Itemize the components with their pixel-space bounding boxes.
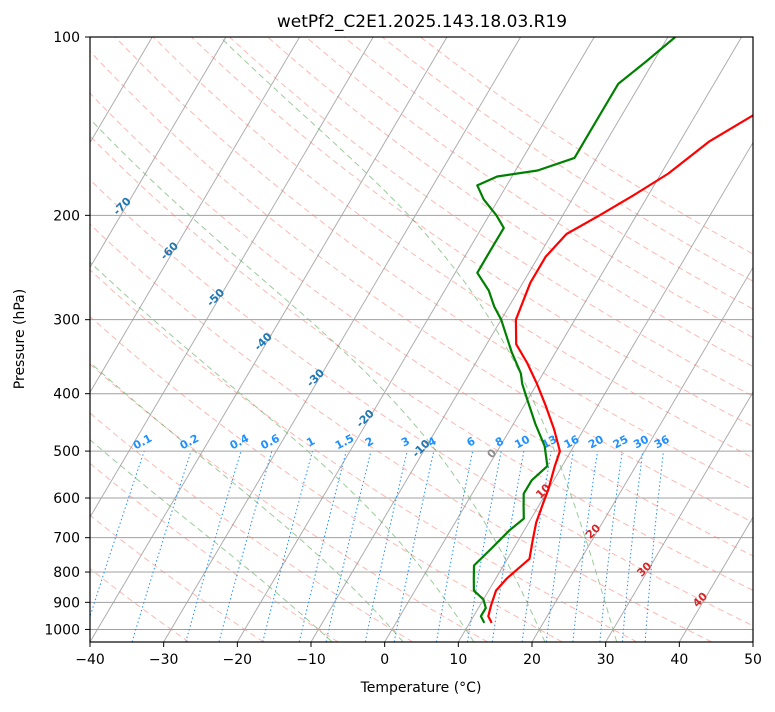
- x-axis-label: Temperature (°C): [360, 680, 482, 696]
- dry-adiabat-line: [0, 37, 338, 642]
- moist-adiabat-label: 30: [634, 559, 654, 579]
- mixing-ratio-label: 1: [304, 434, 317, 449]
- dry-adiabat-line: [39, 37, 775, 642]
- isotherm-line: [16, 37, 373, 642]
- mixing-ratio-label: 0.6: [258, 432, 282, 453]
- dry-adiabat-line: [0, 37, 189, 642]
- mixing-ratio-line: [600, 451, 622, 642]
- y-tick-label: 400: [53, 387, 80, 403]
- dry-adiabat-line: [420, 37, 775, 642]
- mixing-ratio-label: 20: [586, 433, 606, 452]
- isotherm-line: [606, 37, 775, 642]
- x-tick-label: −40: [75, 652, 105, 668]
- mixing-ratio-line: [132, 451, 191, 642]
- mixing-ratio-line: [394, 451, 434, 642]
- moist-adiabat-line: [220, 37, 617, 642]
- y-tick-label: 200: [53, 208, 80, 224]
- moist-adiabat-label: 40: [690, 590, 710, 610]
- mixing-ratio-label: 16: [562, 433, 582, 452]
- mixing-ratio-label: 3: [399, 434, 412, 449]
- dry-adiabat-line: [0, 37, 488, 642]
- mixing-ratio-label: 10: [512, 433, 532, 452]
- mixing-ratio-label: 2: [363, 434, 376, 449]
- y-axis-ticks: 100 200 300 400 500 600 700 800 900 1000: [44, 30, 90, 638]
- isotherm-line: [0, 37, 226, 642]
- mixing-ratio-line: [82, 451, 144, 642]
- y-tick-label: 1000: [44, 622, 80, 638]
- isotherm-line: [0, 37, 300, 642]
- dry-adiabat-line: [0, 37, 562, 642]
- y-tick-label: 800: [53, 565, 80, 581]
- isotherm-line: [679, 37, 775, 642]
- isotherm-line: [532, 37, 775, 642]
- plot-area: -100-90-80-70-60-50-40-30-20-10 01020304…: [0, 37, 775, 642]
- mixing-ratio-label: 36: [652, 433, 672, 452]
- mixing-ratio-line: [219, 451, 272, 642]
- x-tick-label: 10: [449, 652, 467, 668]
- x-tick-label: 40: [670, 652, 688, 668]
- mixing-ratio-line: [365, 451, 407, 642]
- x-tick-label: 0: [380, 652, 389, 668]
- potential-temp-label: -80: [64, 148, 87, 171]
- moist-adiabat-label: 0: [485, 446, 500, 461]
- x-tick-label: −20: [223, 652, 253, 668]
- y-tick-label: 600: [53, 491, 80, 507]
- mixing-ratio-label: 6: [465, 434, 478, 449]
- sounding-profiles: [474, 37, 775, 623]
- temperature-profile-line: [488, 37, 775, 623]
- x-tick-label: 30: [597, 652, 615, 668]
- isotherm-line: [753, 37, 775, 642]
- mixing-ratio-line: [263, 451, 313, 642]
- y-tick-label: 300: [53, 313, 80, 329]
- dry-adiabat-line: [0, 37, 413, 642]
- x-tick-label: 20: [523, 652, 541, 668]
- dry-adiabat-line: [115, 37, 775, 642]
- dry-adiabat-line: [191, 37, 775, 642]
- mixing-ratio-lines: [82, 451, 664, 642]
- y-tick-label: 900: [53, 595, 80, 611]
- mixing-ratio-line: [522, 451, 551, 642]
- mixing-ratio-label: 8: [493, 434, 506, 449]
- mixing-ratio-label: 0.4: [228, 432, 252, 453]
- y-tick-label: 100: [53, 30, 80, 46]
- moist-adiabat-line: [18, 37, 546, 642]
- mixing-ratio-line: [573, 451, 598, 642]
- dry-adiabat-line: [382, 37, 775, 642]
- y-axis-label: Pressure (hPa): [12, 289, 28, 389]
- mixing-ratio-line: [492, 451, 524, 642]
- mixing-ratio-label: 30: [631, 433, 651, 452]
- moist-adiabats: [0, 37, 617, 642]
- dry-adiabat-line: [77, 37, 775, 642]
- chart-title: wetPf2_C2E1.2025.143.18.03.R19: [277, 12, 567, 32]
- mixing-ratio-line: [186, 451, 241, 642]
- mixing-ratio-label: 0.1: [131, 432, 154, 453]
- dry-adiabat-line: [268, 37, 775, 642]
- potential-temp-label: -90: [19, 100, 42, 123]
- potential-temp-label: -100: [0, 44, 3, 73]
- x-tick-label: −30: [149, 652, 179, 668]
- x-tick-label: −10: [296, 652, 326, 668]
- mixing-ratio-label: 0.2: [178, 432, 201, 453]
- x-tick-label: 50: [744, 652, 762, 668]
- moist-adiabat-line: [0, 37, 474, 642]
- y-tick-label: 700: [53, 531, 80, 547]
- dry-adiabat-line: [0, 37, 712, 642]
- isotherm-line: [164, 37, 521, 642]
- x-axis-ticks: −40 −30 −20 −10 0 10 20 30 40 50: [75, 642, 762, 668]
- dry-adiabat-line: [0, 37, 264, 642]
- isotherm-line: [458, 37, 775, 642]
- y-tick-label: 500: [53, 444, 80, 460]
- plot-frame: [90, 37, 753, 642]
- isotherm-line: [385, 37, 742, 642]
- isotherm-line: [0, 37, 5, 642]
- mixing-ratio-line: [622, 451, 642, 642]
